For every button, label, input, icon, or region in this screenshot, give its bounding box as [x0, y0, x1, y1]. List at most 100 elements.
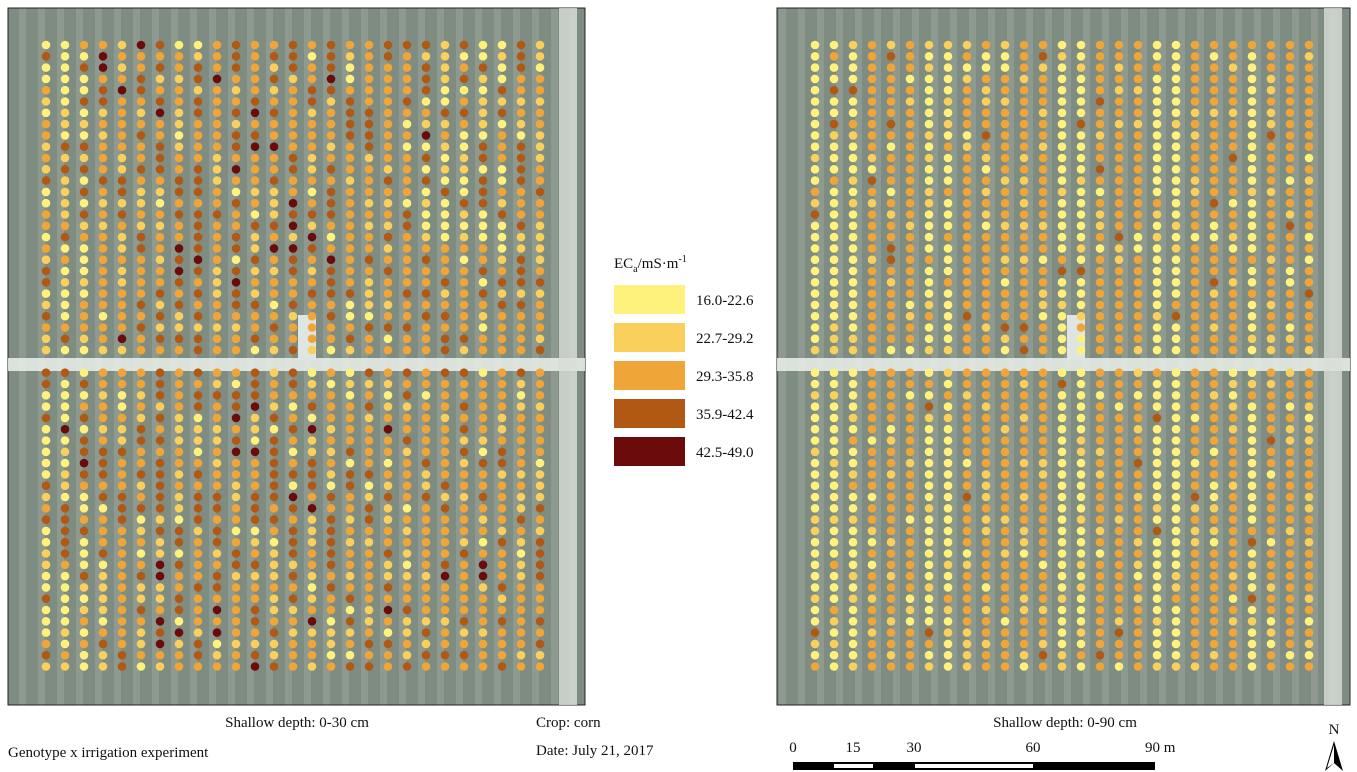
sample-point	[1191, 120, 1200, 129]
sample-point	[175, 481, 184, 490]
sample-point	[118, 561, 127, 570]
sample-point	[175, 448, 184, 457]
sample-point	[403, 549, 412, 558]
sample-point	[251, 63, 260, 72]
sample-point	[42, 628, 51, 637]
sample-point	[1286, 414, 1295, 423]
sample-point	[346, 142, 355, 151]
sample-point	[1001, 640, 1010, 649]
sample-point	[887, 425, 896, 434]
sample-point	[460, 617, 469, 626]
sample-point	[384, 561, 393, 570]
sample-point	[1305, 470, 1314, 479]
sample-point	[194, 222, 203, 231]
sample-point	[175, 312, 184, 321]
sample-point	[384, 176, 393, 185]
sample-point	[422, 131, 431, 140]
sample-point	[194, 549, 203, 558]
sample-point	[118, 448, 127, 457]
sample-point	[811, 561, 820, 570]
sample-point	[1229, 278, 1238, 287]
sample-point	[403, 628, 412, 637]
sample-point	[156, 199, 165, 208]
sample-point	[1039, 120, 1048, 129]
sample-point	[118, 97, 127, 106]
sample-point	[137, 323, 146, 332]
sample-point	[887, 527, 896, 536]
sample-point	[175, 606, 184, 615]
sample-point	[118, 131, 127, 140]
sample-point	[270, 493, 279, 502]
sample-point	[1077, 662, 1086, 671]
sample-point	[1153, 278, 1162, 287]
sample-point	[479, 301, 488, 310]
sample-point	[61, 86, 70, 95]
sample-point	[213, 52, 222, 61]
sample-point	[194, 628, 203, 637]
sample-point	[137, 606, 146, 615]
sample-point	[80, 199, 89, 208]
sample-point	[1172, 448, 1181, 457]
sample-point	[42, 617, 51, 626]
sample-point	[80, 210, 89, 219]
sample-point	[137, 594, 146, 603]
sample-point	[982, 640, 991, 649]
sample-point	[906, 165, 915, 174]
sample-point	[156, 165, 165, 174]
sample-point	[1001, 255, 1010, 264]
sample-point	[849, 628, 858, 637]
sample-point	[251, 222, 260, 231]
sample-point	[232, 538, 241, 547]
sample-point	[270, 583, 279, 592]
sample-point	[1058, 594, 1067, 603]
sample-point	[1039, 538, 1048, 547]
sample-point	[1229, 165, 1238, 174]
sample-point	[1305, 199, 1314, 208]
sample-point	[479, 335, 488, 344]
sample-point	[887, 289, 896, 298]
sample-point	[441, 244, 450, 253]
sample-point	[308, 448, 317, 457]
sample-point	[270, 199, 279, 208]
sample-point	[460, 380, 469, 389]
sample-point	[213, 346, 222, 355]
sample-point	[118, 583, 127, 592]
sample-point	[1096, 380, 1105, 389]
sample-point	[868, 527, 877, 536]
sample-point	[1039, 628, 1048, 637]
sample-point	[1286, 255, 1295, 264]
sample-point	[498, 662, 507, 671]
sample-point	[1286, 493, 1295, 502]
sample-point	[868, 414, 877, 423]
sample-point	[175, 97, 184, 106]
sample-point	[460, 312, 469, 321]
sample-point	[1305, 335, 1314, 344]
sample-point	[137, 549, 146, 558]
sample-point	[1286, 594, 1295, 603]
sample-point	[251, 617, 260, 626]
sample-point	[460, 640, 469, 649]
sample-point	[1115, 301, 1124, 310]
sample-point	[441, 527, 450, 536]
sample-point	[156, 470, 165, 479]
sample-point	[498, 481, 507, 490]
sample-point	[1248, 52, 1257, 61]
sample-point	[1058, 75, 1067, 84]
sample-point	[270, 448, 279, 457]
sample-point	[289, 63, 298, 72]
sample-point	[906, 199, 915, 208]
sample-point	[1191, 594, 1200, 603]
sample-point	[156, 425, 165, 434]
sample-point	[517, 504, 526, 513]
sample-point	[1210, 617, 1219, 626]
sample-point	[1153, 301, 1162, 310]
sample-point	[460, 391, 469, 400]
sample-point	[175, 459, 184, 468]
sample-point	[1248, 41, 1257, 50]
sample-point	[365, 267, 374, 276]
sample-point	[422, 640, 431, 649]
sample-point	[42, 75, 51, 84]
sample-point	[536, 414, 545, 423]
sample-point	[422, 561, 431, 570]
sample-point	[308, 606, 317, 615]
